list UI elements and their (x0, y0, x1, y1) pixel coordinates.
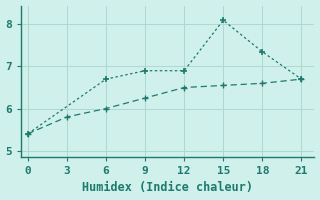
X-axis label: Humidex (Indice chaleur): Humidex (Indice chaleur) (82, 181, 253, 194)
